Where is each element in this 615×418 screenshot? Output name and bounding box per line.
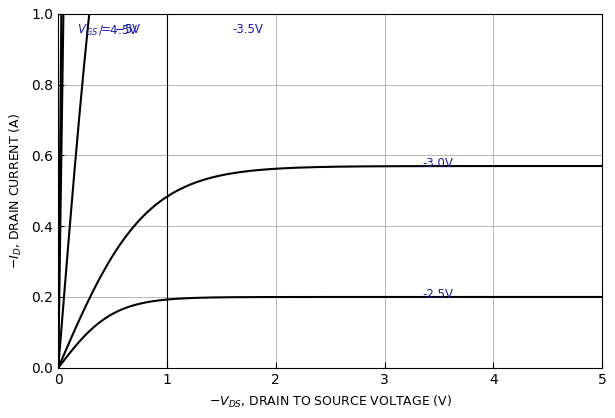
- X-axis label: $-V_{DS}$, DRAIN TO SOURCE VOLTAGE (V): $-V_{DS}$, DRAIN TO SOURCE VOLTAGE (V): [208, 394, 452, 410]
- Text: $/$ -4.5V: $/$ -4.5V: [98, 23, 139, 37]
- Y-axis label: $-I_D$, DRAIN CURRENT (A): $-I_D$, DRAIN CURRENT (A): [9, 113, 25, 269]
- Text: -3.5V: -3.5V: [232, 23, 263, 36]
- Text: -3.0V: -3.0V: [423, 157, 454, 170]
- Text: -2.5V: -2.5V: [423, 288, 454, 301]
- Text: $V_{GS}$ = $-$5V: $V_{GS}$ = $-$5V: [77, 23, 141, 38]
